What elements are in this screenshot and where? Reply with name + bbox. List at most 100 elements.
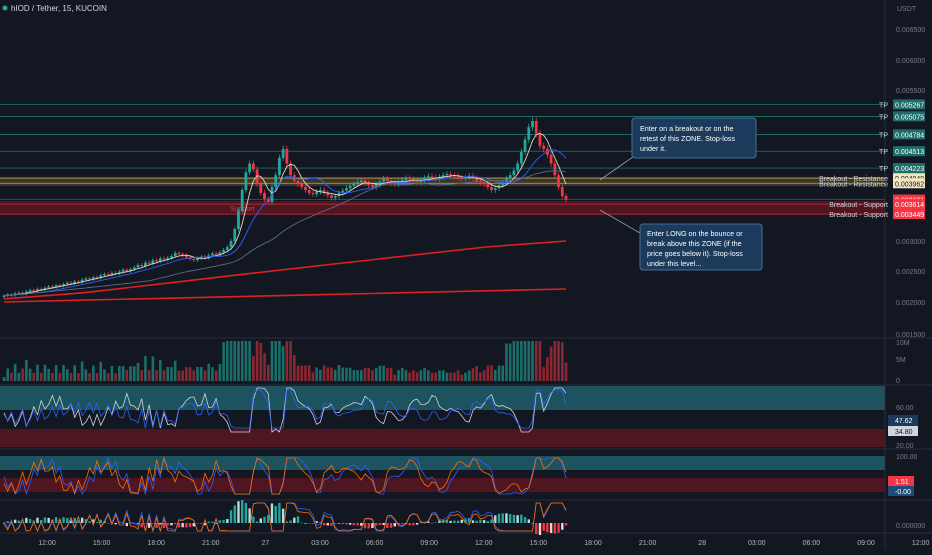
- volume-bar: [218, 364, 222, 381]
- macd-histogram-bar: [77, 520, 80, 523]
- price-tag-label: 0.004784: [895, 132, 924, 139]
- macd-histogram-bar: [147, 523, 151, 528]
- macd-histogram-bar: [192, 523, 196, 527]
- volume-bar: [434, 372, 438, 381]
- candle-body: [43, 287, 47, 290]
- volume-bar: [263, 353, 266, 381]
- price-tag-label: 0.004223: [895, 166, 924, 173]
- macd-histogram-bar: [211, 521, 214, 523]
- volume-bar: [501, 365, 505, 381]
- macd-histogram-bar: [188, 523, 192, 528]
- time-axis-tick: 18:00: [584, 540, 602, 547]
- volume-bars: [2, 341, 568, 381]
- volume-bar: [471, 368, 475, 381]
- macd-histogram-bar: [475, 520, 478, 523]
- macd-histogram-bar: [486, 520, 490, 523]
- annotation-line: under it.: [640, 144, 666, 153]
- price-tag: [893, 209, 925, 220]
- volume-axis-tick: 10M: [896, 340, 910, 347]
- candle-body: [155, 260, 158, 262]
- candle-body: [162, 258, 166, 260]
- volume-bar: [51, 373, 54, 381]
- macd-histogram-bar: [561, 523, 564, 530]
- volume-bar: [162, 370, 166, 381]
- candle-body: [2, 295, 6, 298]
- price-axis[interactable]: 0.006500 0.006000 0.005500 0.003000 0.002500…: [896, 27, 925, 339]
- volume-bar: [486, 365, 490, 381]
- price-axis-tick: 0.006500: [896, 27, 925, 34]
- volume-bar: [531, 341, 534, 381]
- annotation-support[interactable]: [639, 223, 763, 271]
- stoch-value-tag: [888, 476, 914, 486]
- volume-bar: [173, 360, 177, 381]
- volume-bar: [229, 341, 233, 381]
- candle-body: [121, 269, 125, 272]
- volume-bar: [13, 364, 17, 381]
- macd-histogram-bar: [151, 523, 155, 524]
- price-axis-tick: 0.003000: [896, 239, 925, 246]
- candle-body: [13, 293, 17, 296]
- candle-body: [341, 190, 345, 193]
- macd-histogram-bar: [334, 523, 337, 524]
- candle-body: [95, 277, 99, 279]
- macd-histogram-bar: [6, 521, 9, 523]
- volume-bar: [259, 342, 263, 381]
- volume-bar: [352, 370, 356, 381]
- candle-body: [114, 272, 118, 274]
- candle-body: [50, 286, 54, 288]
- base-line: [3, 288, 567, 303]
- volume-bar: [516, 341, 519, 381]
- volume-bar: [281, 346, 285, 381]
- volume-bar: [199, 367, 203, 381]
- candle-body: [166, 257, 170, 260]
- time-axis-tick: 18:00: [147, 540, 165, 547]
- candle-body: [553, 163, 557, 176]
- volume-bar: [129, 366, 132, 381]
- volume-bar: [144, 356, 147, 381]
- time-axis-tick: 03:00: [311, 540, 329, 547]
- volume-bar: [389, 368, 393, 381]
- volume-bar: [293, 355, 296, 381]
- candle-body: [371, 185, 374, 187]
- volume-bar: [136, 362, 140, 381]
- macd-histogram-bar: [401, 523, 404, 525]
- candle-body: [248, 163, 252, 173]
- macd-histogram-bar: [490, 519, 493, 523]
- volume-bar: [110, 365, 114, 381]
- candle-body: [233, 229, 237, 241]
- candle-body: [482, 182, 486, 184]
- macd-histogram-bar: [166, 523, 169, 526]
- volume-bar: [69, 373, 73, 381]
- rsi-value-tag: [888, 415, 918, 426]
- volume-bar: [252, 356, 255, 381]
- annotation-breakout[interactable]: [631, 117, 757, 159]
- volume-bar: [497, 365, 501, 381]
- volume-bar: [95, 373, 99, 381]
- candle-body: [144, 262, 147, 267]
- stoch-value-a: 1.51: [895, 479, 909, 486]
- macd-histogram-bar: [270, 503, 274, 523]
- volume-bar: [88, 373, 91, 381]
- macd-histogram-bar: [538, 523, 542, 535]
- candle-body: [211, 253, 214, 256]
- chart-title[interactable]: hIOD / Tether, 15, KUCOIN: [11, 4, 107, 13]
- candle-body: [151, 260, 155, 264]
- candle-body: [516, 163, 520, 171]
- volume-bar: [345, 367, 348, 381]
- time-axis[interactable]: 12:00 15:00 18:00 21:00 27 03:00 06:00 09:00 12:…: [38, 540, 929, 547]
- macd-histogram-bar: [337, 523, 341, 524]
- macd-histogram-bar: [69, 519, 73, 523]
- macd-histogram-bar: [95, 522, 99, 523]
- candle-body: [296, 181, 300, 184]
- volume-bar: [233, 341, 237, 381]
- macd-histogram-bar: [47, 517, 50, 523]
- volume-bar: [393, 374, 397, 381]
- volume-bar: [408, 372, 411, 381]
- macd-histogram-bar: [531, 523, 534, 525]
- volume-bar: [84, 369, 88, 381]
- volume-bar: [226, 341, 229, 381]
- candle-body: [69, 282, 73, 284]
- candle-body: [449, 174, 453, 176]
